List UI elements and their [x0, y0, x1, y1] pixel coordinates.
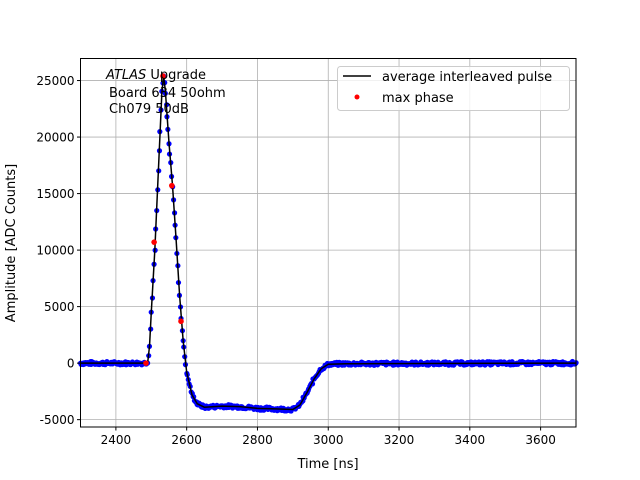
y-tick-label: 5000 — [44, 300, 75, 314]
x-tick-label: 2600 — [171, 433, 202, 447]
plot-area — [77, 73, 579, 414]
x-tick-label: 2400 — [101, 433, 132, 447]
legend-dot-swatch — [354, 94, 360, 100]
max-phase-point — [178, 318, 184, 325]
legend-label-max-phase: max phase — [382, 91, 454, 106]
y-tick-label: 15000 — [36, 187, 74, 201]
x-tick-label: 2800 — [242, 433, 273, 447]
max-phase-point — [151, 239, 157, 245]
legend-label-average: average interleaved pulse — [382, 70, 552, 85]
y-tick-label: 25000 — [36, 74, 74, 88]
max-phase-point — [160, 73, 166, 79]
legend: average interleaved pulse max phase — [337, 66, 570, 111]
annotation-board: Board 634 50ohm — [109, 86, 226, 101]
annotation-channel: Ch079 50dB — [109, 102, 189, 117]
x-tick-label: 3200 — [384, 433, 415, 447]
average-pulse-line — [80, 75, 577, 411]
annotation-atlas: ATLAS — [105, 68, 146, 83]
grid — [80, 58, 576, 427]
y-tick-label: 20000 — [36, 131, 74, 145]
y-tick-label: -5000 — [40, 413, 75, 427]
annotation: ATLAS Upgrade Board 634 50ohm Ch079 50dB — [105, 68, 226, 117]
y-axis: -5000 0 5000 10000 15000 20000 25000 — [36, 74, 81, 427]
annotation-upgrade: Upgrade — [146, 68, 206, 83]
svg-text:ATLAS Upgrade: ATLAS Upgrade — [105, 68, 206, 83]
x-tick-label: 3600 — [525, 433, 556, 447]
y-tick-label: 0 — [67, 357, 75, 371]
y-axis-label: Amplitude [ADC Counts] — [4, 164, 19, 322]
max-phase-point — [169, 182, 175, 189]
x-axis-label: Time [ns] — [296, 457, 358, 472]
y-tick-label: 10000 — [36, 244, 74, 258]
x-tick-label: 3000 — [313, 433, 344, 447]
x-tick-label: 3400 — [455, 433, 486, 447]
max-phase-point — [143, 360, 149, 366]
x-axis: 2400 2600 2800 3000 3200 3400 3600 — [101, 427, 556, 447]
